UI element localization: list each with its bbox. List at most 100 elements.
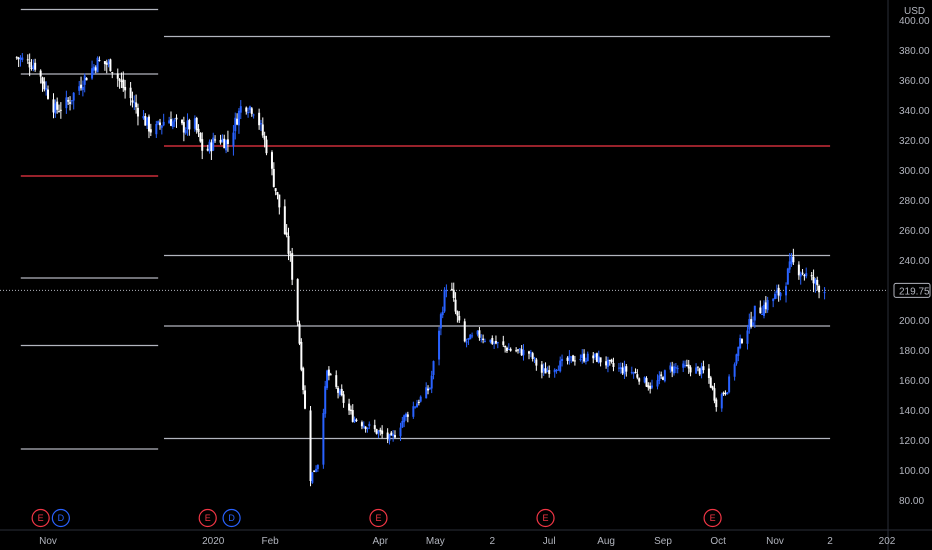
candle-body bbox=[94, 67, 97, 71]
price-tick-label: 300.00 bbox=[899, 166, 930, 177]
candle-body bbox=[120, 80, 123, 82]
candle-body bbox=[313, 470, 316, 472]
candle-body bbox=[122, 79, 125, 89]
candle-body bbox=[425, 387, 428, 399]
candle-body bbox=[175, 117, 178, 120]
candle-body bbox=[775, 290, 778, 293]
candle-body bbox=[304, 390, 307, 409]
candle-body bbox=[17, 57, 20, 60]
candle-body bbox=[759, 307, 762, 314]
candle-body bbox=[711, 386, 714, 389]
candle-body bbox=[559, 360, 562, 372]
candle-body bbox=[98, 60, 101, 62]
dividend-event-marker[interactable]: D bbox=[51, 508, 70, 528]
candle-body bbox=[726, 392, 729, 395]
candle-body bbox=[85, 77, 88, 81]
candle-body bbox=[393, 435, 396, 438]
candle-body bbox=[682, 363, 685, 368]
candle-body bbox=[823, 292, 826, 294]
candle-body bbox=[69, 102, 72, 104]
candle-body bbox=[443, 289, 446, 312]
event-marker-ring bbox=[51, 508, 70, 528]
event-marker-label: E bbox=[205, 513, 211, 523]
candle-body bbox=[15, 57, 18, 59]
candle-body bbox=[610, 359, 613, 363]
candle-body bbox=[785, 286, 788, 296]
candles bbox=[15, 52, 826, 487]
time-tick-label: 202 bbox=[879, 536, 896, 547]
candle-body bbox=[237, 110, 240, 126]
candle-body bbox=[19, 57, 22, 60]
candle-body bbox=[458, 315, 461, 321]
candle-body bbox=[403, 415, 406, 423]
candle-body bbox=[482, 338, 485, 340]
candle-body bbox=[270, 152, 273, 169]
event-marker-label: E bbox=[38, 513, 44, 523]
candle-body bbox=[476, 330, 479, 335]
candle-body bbox=[722, 392, 725, 395]
candle-body bbox=[221, 138, 224, 142]
candle-body bbox=[109, 59, 112, 72]
candle-body bbox=[788, 261, 791, 270]
candle-body bbox=[581, 354, 584, 359]
candle-body bbox=[360, 422, 363, 427]
candle-body bbox=[528, 351, 531, 354]
candle-body bbox=[480, 338, 483, 340]
candle-body bbox=[289, 254, 292, 256]
earnings-event-marker[interactable]: E bbox=[369, 508, 388, 528]
candle-body bbox=[608, 359, 611, 361]
earnings-event-marker[interactable]: E bbox=[703, 508, 722, 528]
candle-body bbox=[373, 425, 376, 430]
candle-body bbox=[146, 117, 149, 126]
candle-body bbox=[557, 369, 560, 371]
candle-body bbox=[21, 57, 24, 60]
candle-body bbox=[316, 464, 319, 469]
price-tick-label: 160.00 bbox=[899, 376, 930, 387]
candle-body bbox=[583, 353, 586, 362]
candle-body bbox=[612, 363, 615, 367]
candle-body bbox=[579, 358, 582, 361]
candle-body bbox=[504, 345, 507, 348]
candle-body bbox=[81, 86, 84, 91]
time-axis[interactable]: Nov 2020 Feb Apr May 2 Jul Aug Sep Oct Nov 2 202 bbox=[0, 529, 932, 547]
price-axis[interactable]: USD 80.00 100.00 120.00 140.00 160.00 180.00 2… bbox=[887, 0, 931, 550]
candle-body bbox=[597, 356, 600, 363]
candle-body bbox=[186, 120, 189, 130]
candle-body bbox=[135, 102, 138, 108]
candle-body bbox=[753, 305, 756, 321]
candle-body bbox=[790, 256, 793, 265]
dividend-event-marker[interactable]: D bbox=[222, 508, 241, 528]
candle-body bbox=[709, 377, 712, 388]
candle-body bbox=[463, 321, 466, 342]
candle-body bbox=[750, 319, 753, 327]
earnings-event-marker[interactable]: E bbox=[31, 508, 50, 528]
candle-body bbox=[390, 432, 393, 436]
event-marker-ring bbox=[703, 508, 722, 528]
candle-body bbox=[366, 427, 369, 430]
candle-body bbox=[438, 330, 441, 360]
candle-body bbox=[252, 114, 255, 116]
candle-body bbox=[34, 62, 37, 70]
candle-body bbox=[28, 61, 31, 68]
candle-body bbox=[553, 369, 556, 373]
candle-body bbox=[764, 302, 767, 310]
candle-body bbox=[810, 275, 813, 277]
candle-body bbox=[193, 118, 196, 129]
candle-body bbox=[416, 403, 419, 408]
candle-body bbox=[364, 426, 367, 430]
candle-body bbox=[30, 67, 33, 69]
candle-body bbox=[298, 323, 301, 344]
candle-body bbox=[702, 366, 705, 371]
earnings-event-marker[interactable]: E bbox=[198, 508, 217, 528]
candle-body bbox=[792, 256, 795, 263]
candle-body bbox=[184, 130, 187, 134]
candle-body bbox=[805, 273, 808, 277]
candle-body bbox=[149, 129, 152, 133]
earnings-event-marker[interactable]: E bbox=[536, 508, 555, 528]
candle-body bbox=[713, 388, 716, 401]
candle-body bbox=[430, 375, 433, 389]
candle-body bbox=[619, 367, 622, 370]
candle-body bbox=[250, 108, 253, 114]
